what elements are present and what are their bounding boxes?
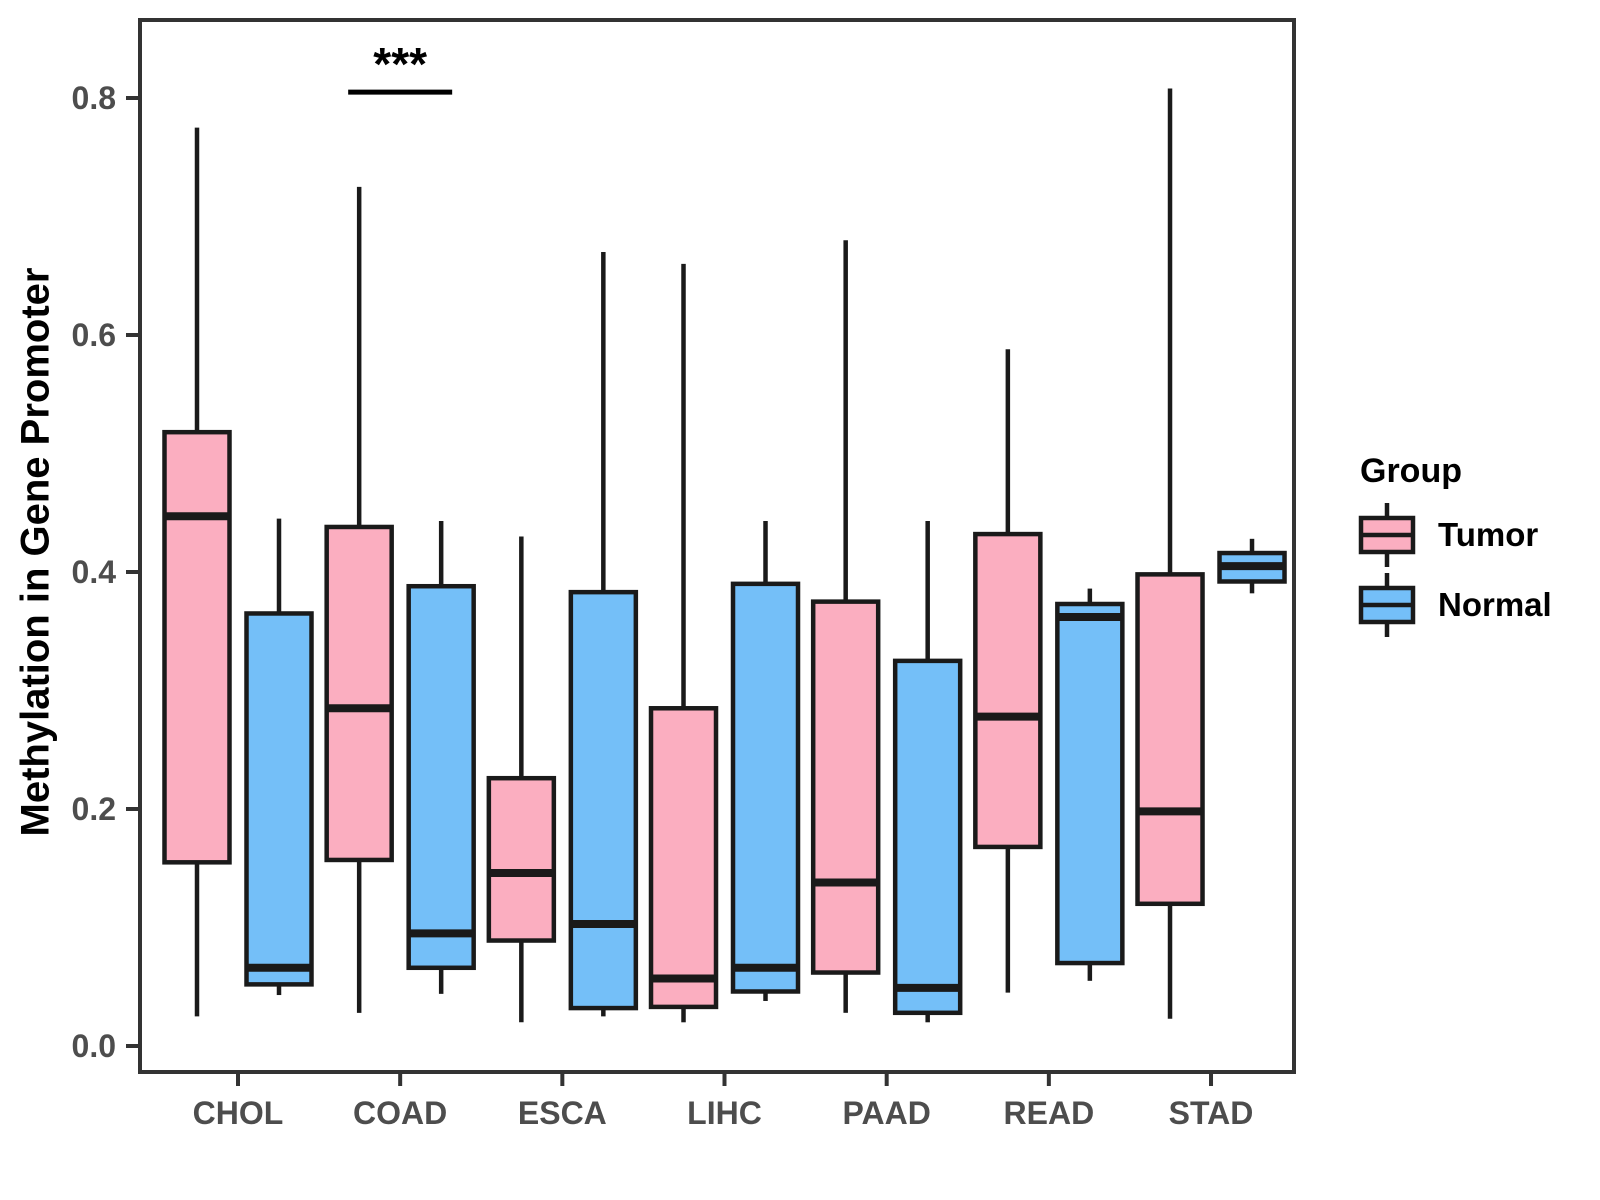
x-axis-category-PAAD: PAAD — [843, 1072, 931, 1131]
x-axis-category-STAD: STAD — [1169, 1072, 1254, 1131]
y-tick-label: 0.0 — [72, 1028, 116, 1064]
tumor-boxplot-glyph-icon — [1358, 503, 1416, 567]
x-tick-label: PAAD — [843, 1095, 931, 1131]
iqr-box — [730, 581, 801, 994]
box-coad-normal — [406, 521, 476, 994]
legend-item-normal: Normal — [1356, 570, 1552, 640]
iqr-box — [810, 599, 881, 975]
iqr-box — [648, 706, 719, 1010]
x-axis-category-LIHC: LIHC — [687, 1072, 762, 1131]
iqr-box — [973, 531, 1043, 850]
y-tick-label: 0.4 — [72, 554, 117, 590]
legend-title: Group — [1360, 452, 1462, 490]
legend-label-normal: Normal — [1438, 586, 1552, 623]
x-axis-category-COAD: COAD — [353, 1072, 447, 1131]
y-axis-tick-0.8: 0.8 — [72, 80, 140, 116]
y-tick-label: 0.8 — [72, 80, 116, 116]
box-stad-normal — [1217, 538, 1287, 594]
x-axis-category-READ: READ — [1004, 1072, 1095, 1131]
legend-item-tumor: Tumor — [1356, 500, 1552, 570]
x-tick-label: ESCA — [518, 1095, 607, 1131]
iqr-box — [162, 429, 232, 865]
y-axis-title: Methylation in Gene Promoter — [13, 267, 58, 837]
box-coad-tumor — [324, 186, 394, 1013]
box-esca-normal — [568, 252, 639, 1017]
x-axis-category-CHOL: CHOL — [193, 1072, 284, 1131]
box-lihc-normal — [730, 521, 801, 1001]
x-tick-label: READ — [1004, 1095, 1095, 1131]
iqr-box — [568, 589, 639, 1011]
box-paad-tumor — [810, 240, 881, 1013]
significance-stars: *** — [373, 38, 427, 90]
iqr-box — [486, 775, 557, 943]
x-axis-category-ESCA: ESCA — [518, 1072, 607, 1131]
y-axis-tick-0.2: 0.2 — [72, 791, 140, 827]
iqr-box — [324, 524, 394, 863]
box-chol-normal — [244, 518, 314, 996]
box-read-tumor — [973, 349, 1043, 993]
legend-label-tumor: Tumor — [1438, 516, 1539, 553]
y-tick-label: 0.6 — [72, 317, 116, 353]
significance-annotation: *** — [348, 38, 453, 95]
iqr-box — [244, 611, 314, 987]
x-tick-label: LIHC — [687, 1095, 762, 1131]
y-axis-tick-0.4: 0.4 — [72, 554, 140, 590]
box-paad-normal — [892, 521, 963, 1023]
iqr-box — [892, 658, 963, 1016]
box-esca-tumor — [486, 536, 557, 1023]
y-axis-tick-0.0: 0.0 — [72, 1028, 140, 1064]
box-lihc-tumor — [648, 263, 719, 1023]
x-tick-label: CHOL — [193, 1095, 284, 1131]
y-tick-label: 0.2 — [72, 791, 116, 827]
iqr-box — [1135, 572, 1205, 907]
iqr-box — [406, 583, 476, 971]
legend: Group Tumor Normal — [1356, 450, 1552, 640]
y-axis-tick-0.6: 0.6 — [72, 317, 140, 353]
box-chol-tumor — [162, 127, 232, 1017]
box-read-normal — [1055, 588, 1125, 981]
box-stad-tumor — [1135, 88, 1205, 1019]
iqr-box — [1055, 601, 1125, 966]
x-tick-label: STAD — [1169, 1095, 1254, 1131]
normal-boxplot-glyph-icon — [1358, 573, 1416, 637]
x-tick-label: COAD — [353, 1095, 447, 1131]
